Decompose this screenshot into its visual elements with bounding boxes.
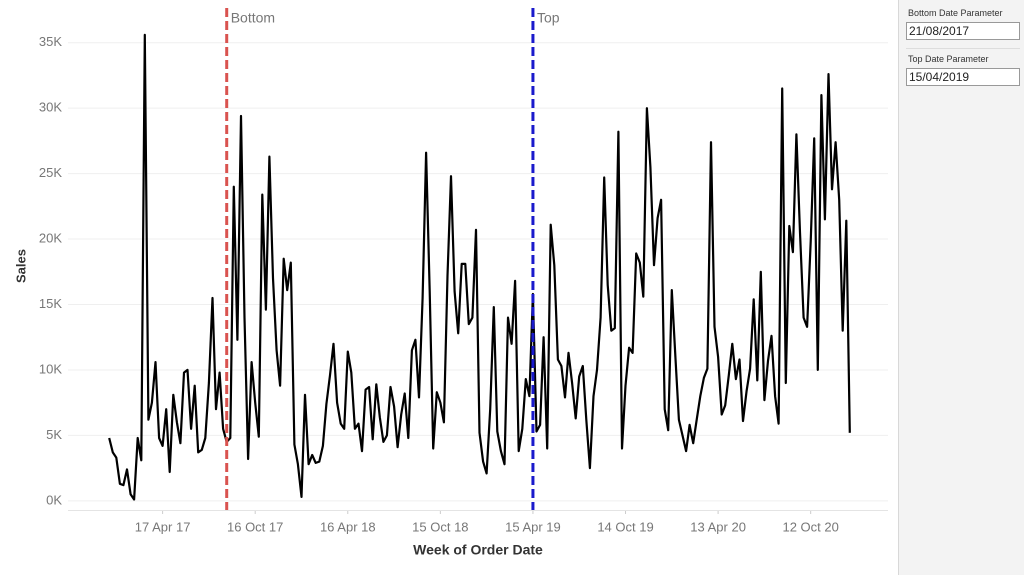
y-tick-label: 35K — [39, 34, 62, 49]
x-tick-label: 12 Oct 20 — [782, 519, 838, 534]
parameter-input[interactable]: 21/08/2017 — [906, 22, 1020, 40]
y-tick-label: 10K — [39, 361, 62, 376]
x-tick-label: 17 Apr 17 — [135, 519, 191, 534]
y-tick-label: 5K — [46, 427, 62, 442]
parameter-panel: Bottom Date Parameter 21/08/2017 Top Date … — [898, 0, 1024, 575]
x-tick-label: 16 Oct 17 — [227, 519, 283, 534]
x-tick-label: 15 Oct 18 — [412, 519, 468, 534]
x-tick-label: 14 Oct 19 — [597, 519, 653, 534]
reference-label: Bottom — [231, 10, 275, 26]
parameter-input[interactable]: 15/04/2019 — [906, 68, 1020, 86]
x-tick-label: 15 Apr 19 — [505, 519, 561, 534]
y-axis-title: Sales — [13, 249, 28, 283]
x-tick-label: 13 Apr 20 — [690, 519, 746, 534]
parameter-control: Bottom Date Parameter 21/08/2017 — [906, 3, 1020, 42]
x-tick-label: 16 Apr 18 — [320, 519, 376, 534]
parameter-label: Bottom Date Parameter — [908, 8, 1003, 18]
parameter-label: Top Date Parameter — [908, 54, 989, 64]
y-tick-label: 20K — [39, 230, 62, 245]
y-tick-label: 30K — [39, 100, 62, 115]
x-axis-title: Week of Order Date — [413, 542, 543, 558]
sales-line — [108, 33, 851, 501]
y-tick-label: 15K — [39, 296, 62, 311]
chart: Sales Week of Order Date 0K 5K 10K 15K 20K 25… — [13, 8, 888, 558]
reference-label: Top — [537, 10, 560, 26]
y-tick-label: 0K — [46, 492, 62, 507]
parameter-control: Top Date Parameter 15/04/2019 — [906, 48, 1020, 88]
y-tick-label: 25K — [39, 165, 62, 180]
